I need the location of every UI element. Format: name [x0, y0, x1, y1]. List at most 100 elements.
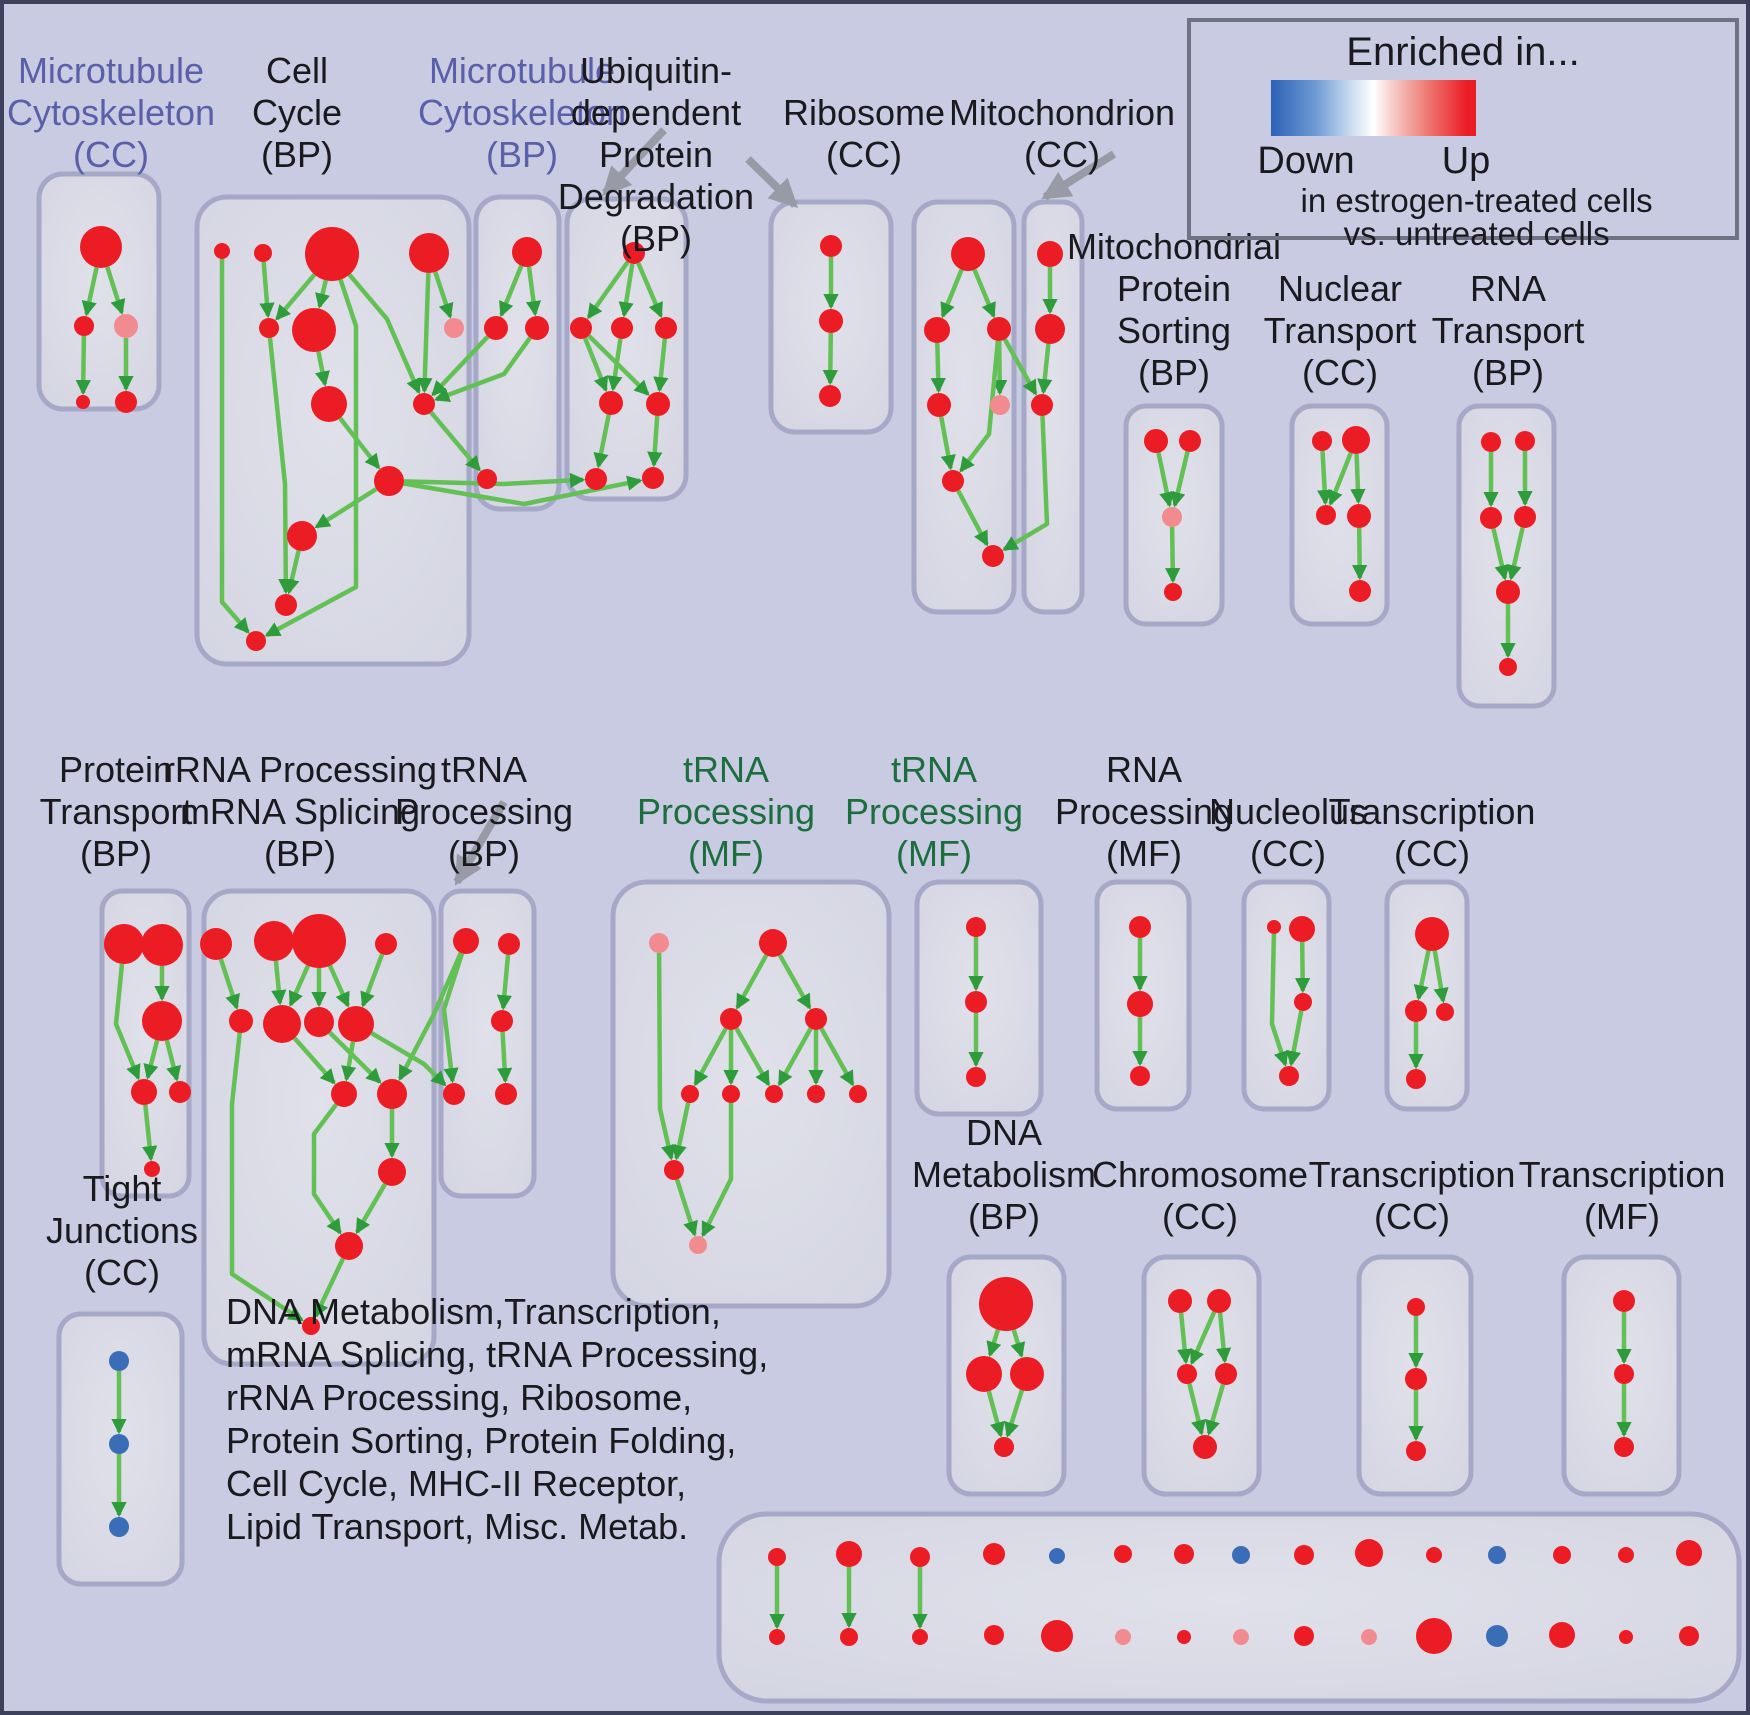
- go-term-node-rb6-red: [982, 545, 1004, 567]
- cluster-label-protein-transport-bp: Protein Transport (BP): [39, 749, 193, 874]
- cluster-label-microtubule-cc: Microtubule Cytoskeleton (CC): [6, 50, 216, 175]
- go-term-node-tm7-red: [807, 1085, 825, 1103]
- cluster-label-trna-processing-mf-1: tRNA Processing (MF): [636, 749, 816, 874]
- legend-down-label: Down: [1257, 140, 1355, 182]
- go-term-node-mc4-red: [115, 391, 137, 413]
- go-term-node-wb3-red: [983, 1543, 1005, 1565]
- go-term-node-tm6-red: [765, 1085, 783, 1103]
- edge-mb1-cc8: [431, 335, 490, 397]
- cluster-box-wide: [716, 1511, 1742, 1704]
- go-term-node-ua5-red: [646, 392, 670, 416]
- edge-cc4-cc11: [267, 337, 294, 595]
- go-term-node-rt1-red: [1515, 431, 1535, 451]
- go-term-node-tm3-red: [805, 1008, 827, 1030]
- go-term-node-mp2-pink: [1162, 507, 1182, 527]
- edge-pt2-pt3: [143, 1039, 160, 1080]
- edge-rr3-rr7: [360, 953, 385, 1008]
- go-term-node-dm2-red: [1010, 1357, 1044, 1391]
- edge-dm1-dm3: [986, 1390, 1005, 1438]
- go-term-node-rt3-red: [1514, 506, 1536, 528]
- edge-tb0-rr9: [397, 951, 463, 1081]
- go-term-node-td2-red: [1406, 1441, 1426, 1461]
- cluster-label-microtubule-bp: Microtubule Cytoskeleton (BP): [417, 50, 627, 175]
- label-pointer-arrow-0: [602, 127, 667, 197]
- go-term-node-wb6-red: [1174, 1544, 1194, 1564]
- edge-tm1-tm3: [777, 954, 812, 1010]
- edge-ch3-ch4: [1205, 1383, 1226, 1436]
- go-term-node-tm4-red: [681, 1085, 699, 1103]
- go-term-node-td1-red: [1405, 1368, 1427, 1390]
- go-term-node-rt4-red: [1496, 580, 1520, 604]
- go-term-node-wc2-red: [912, 1629, 928, 1645]
- go-term-node-tb3-red: [443, 1083, 465, 1105]
- edge-rr0-rr4: [218, 958, 240, 1010]
- edge-cc3-cc8: [417, 272, 433, 394]
- go-term-node-rb2-red: [987, 317, 1011, 341]
- edge-rr10-rr11: [355, 1182, 387, 1235]
- edge-nt3-nt4: [1351, 527, 1368, 581]
- go-term-node-wb4-blue: [1049, 1548, 1065, 1564]
- go-term-node-mc1-red: [74, 316, 94, 336]
- go-term-node-mc3-red: [76, 395, 90, 409]
- go-term-node-tc2-red: [1436, 1003, 1454, 1021]
- edge-nu0-nu3: [1269, 933, 1289, 1067]
- go-term-node-ub2-red: [819, 385, 841, 407]
- go-term-node-wb7-blue: [1232, 1546, 1250, 1564]
- go-term-node-td0-red: [1407, 1298, 1425, 1316]
- edge-rb5-rb6: [956, 489, 989, 547]
- edge-cc9-cc10: [314, 487, 378, 529]
- edge-rt3-rt4: [1506, 527, 1525, 581]
- cluster-box-mito: [1021, 199, 1085, 615]
- edge-cc2-cc4: [275, 273, 317, 321]
- cluster-label-cell-cycle-bp: Cell Cycle (BP): [251, 50, 343, 175]
- go-term-node-mc0-red: [80, 226, 122, 268]
- go-term-node-tc0-red: [1415, 917, 1449, 951]
- edge-rr11-rr12: [313, 1257, 346, 1319]
- cluster-label-trna-processing-bp: tRNA Processing (BP): [394, 749, 574, 874]
- go-term-node-rm0-red: [1129, 916, 1151, 938]
- go-term-node-wc0-red: [769, 1629, 785, 1645]
- go-term-node-pt4-red: [169, 1081, 191, 1103]
- go-term-node-cc1-red: [254, 244, 272, 262]
- go-term-node-tn0-red: [966, 917, 986, 937]
- label-pointer-arrow-1: [745, 156, 799, 209]
- edge-nt0-nt2: [1317, 450, 1333, 506]
- go-term-node-rr2-red: [292, 914, 346, 968]
- go-term-node-pt2-red: [142, 1001, 182, 1041]
- go-term-node-mb2-red: [525, 316, 549, 340]
- edge-dm2-dm3: [1004, 1389, 1025, 1438]
- edge-ch2-ch4: [1187, 1383, 1206, 1436]
- go-term-node-cc7-red: [311, 386, 347, 422]
- edge-tm2-tm6: [734, 1027, 771, 1087]
- go-term-node-wb9-red: [1355, 1539, 1383, 1567]
- edge-mc0-mc2: [105, 266, 126, 315]
- go-term-node-wc5-pink: [1115, 1629, 1131, 1645]
- go-term-node-rb5-red: [942, 470, 964, 492]
- cluster-label-transcription-cc-2: Transcription (CC): [1308, 1154, 1516, 1237]
- cluster-label-transcription-mf: Transcription (MF): [1518, 1154, 1726, 1237]
- go-term-node-rr6-red: [304, 1007, 334, 1037]
- go-term-node-tc1-red: [1405, 1000, 1427, 1022]
- cluster-box-rt-bp: [1456, 403, 1557, 709]
- go-term-node-rm2-red: [1130, 1066, 1150, 1086]
- go-term-node-tc3-red: [1406, 1069, 1426, 1089]
- go-term-node-rm1-red: [1127, 991, 1153, 1017]
- edge-ch0-ch2: [1177, 1312, 1193, 1365]
- go-term-node-rb0-red: [951, 237, 985, 271]
- cluster-box-dna-met: [946, 1254, 1067, 1497]
- go-term-node-tm8-red: [849, 1085, 867, 1103]
- edge-ua0-ua2: [618, 263, 635, 318]
- edge-rr4-rr12: [229, 1032, 304, 1322]
- go-term-node-tj0-blue: [109, 1351, 129, 1371]
- cluster-label-nuclear-transport-cc: Nuclear Transport (CC): [1263, 268, 1417, 393]
- go-term-node-tb4-red: [495, 1083, 517, 1105]
- go-term-node-wb0-red: [768, 1548, 786, 1566]
- go-term-node-nt3-red: [1347, 504, 1371, 528]
- go-term-node-cc3-red: [409, 233, 449, 273]
- go-term-node-tb1-red: [498, 933, 520, 955]
- edge-rb1-rb3: [930, 342, 946, 394]
- legend-subtitle-line1: in estrogen-treated cells: [1300, 182, 1653, 219]
- go-term-node-ch3-red: [1215, 1363, 1237, 1385]
- go-term-node-pt5-red: [144, 1161, 160, 1177]
